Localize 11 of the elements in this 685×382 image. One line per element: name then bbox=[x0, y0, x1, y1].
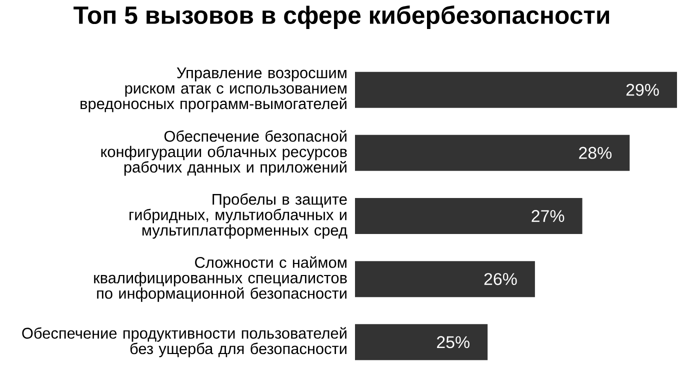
chart-title: Топ 5 вызовов в сфере кибербезопасности bbox=[74, 6, 610, 29]
y-tick-label: Обеспечение продуктивности пользователей без ущерба для безопасности bbox=[22, 327, 346, 358]
y-tick-label: Управление возросшим риском атак с использованием вредоносных программ-вымогателей bbox=[80, 67, 346, 112]
data-label: 29% bbox=[626, 84, 659, 96]
y-tick-label: Сложности с наймом квалифицированных специалистов по информационной безопасности bbox=[94, 256, 347, 302]
y-tick-label: Обеспечение безопасной конфигурации облачных ресурсов рабочих данных и приложений bbox=[101, 130, 347, 176]
data-label: 27% bbox=[532, 210, 564, 222]
data-label: 26% bbox=[484, 273, 517, 286]
data-label: 25% bbox=[437, 336, 470, 348]
y-tick-label: Пробелы в защите гибридных, мультиоблачных и мультиплатформенных сред bbox=[130, 193, 348, 239]
data-label: 28% bbox=[579, 146, 612, 159]
